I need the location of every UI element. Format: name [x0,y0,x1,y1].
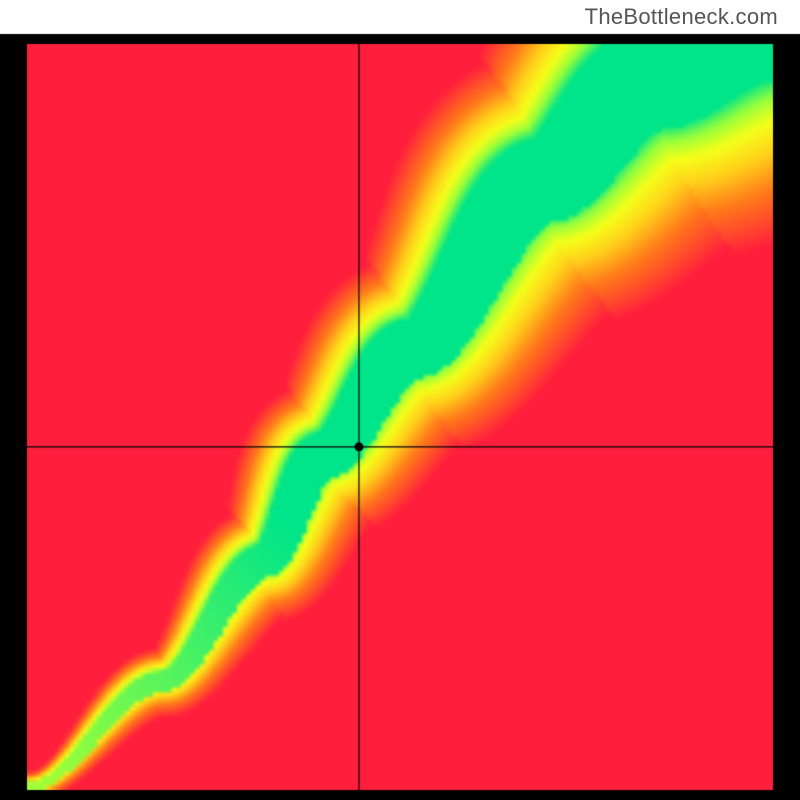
figure-container: TheBottleneck.com [0,0,800,800]
heatmap-canvas [0,0,800,800]
watermark-text: TheBottleneck.com [585,4,778,30]
